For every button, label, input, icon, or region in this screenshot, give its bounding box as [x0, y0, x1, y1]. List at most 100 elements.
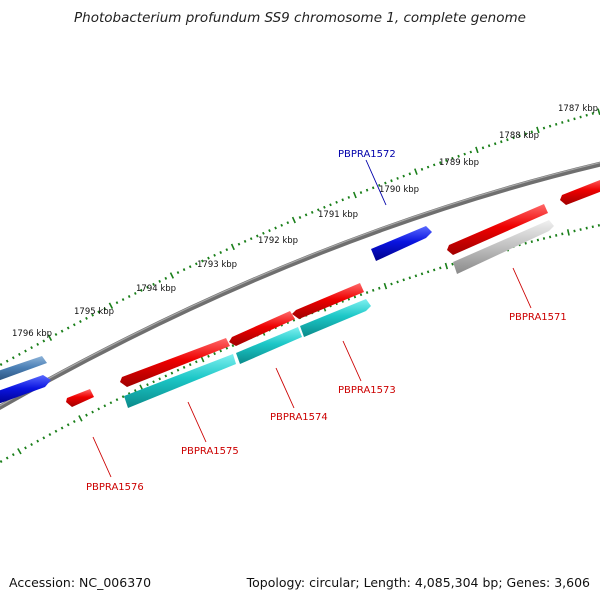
scale-labels: 1787 kbp 1788 kbp 1789 kbp 1790 kbp 1791… [12, 104, 598, 339]
gene-arrow-pbpra1574[interactable] [229, 311, 295, 346]
minor-tick [36, 439, 40, 443]
major-tick [566, 229, 570, 236]
major-tick [47, 334, 53, 341]
major-tick [108, 302, 114, 309]
minor-tick [371, 186, 375, 190]
gene-arrow[interactable] [560, 178, 600, 205]
scale-ticks-outer [0, 108, 600, 367]
map-title: Photobacterium profundum SS9 chromosome … [74, 10, 526, 26]
minor-tick [365, 291, 369, 294]
gene-label-pbpra1571[interactable]: PBPRA1571 [509, 312, 567, 323]
gene-arrow[interactable] [300, 299, 371, 337]
minor-tick [79, 320, 82, 324]
gene-label-pbpra1576[interactable]: PBPRA1576 [86, 482, 144, 493]
minor-tick [274, 226, 277, 230]
minor-tick [390, 282, 393, 286]
minor-tick [591, 112, 594, 115]
minor-tick [573, 229, 576, 233]
minor-tick [146, 383, 149, 387]
minor-tick [201, 259, 204, 263]
minor-tick [219, 251, 223, 254]
minor-tick [396, 176, 399, 180]
minor-tick [518, 134, 521, 138]
minor-tick [219, 349, 223, 353]
minor-tick [457, 154, 460, 158]
minor-tick [280, 223, 284, 227]
gene-label-pbpra1574[interactable]: PBPRA1574 [270, 412, 328, 423]
minor-tick [542, 237, 546, 240]
gene-arrow[interactable] [0, 356, 47, 382]
scale-label: 1793 kbp [197, 260, 237, 270]
scale-label: 1792 kbp [258, 236, 298, 246]
minor-tick [121, 395, 125, 399]
minor-tick [164, 276, 168, 280]
minor-tick [487, 144, 491, 148]
minor-tick [561, 232, 564, 236]
minor-tick [445, 159, 448, 162]
gene-label-pbpra1572[interactable]: PBPRA1572 [338, 149, 396, 160]
minor-tick [371, 288, 375, 292]
minor-tick [310, 210, 314, 214]
minor-tick [347, 195, 351, 199]
gene-arrow-pbpra1573[interactable] [292, 283, 364, 319]
minor-tick [103, 307, 107, 311]
minor-tick [182, 268, 186, 272]
gene-label-pbpra1575[interactable]: PBPRA1575 [181, 446, 239, 457]
minor-tick [451, 156, 454, 160]
gene-arrow-pbpra1571[interactable] [447, 204, 548, 255]
minor-tick [24, 446, 27, 450]
minor-tick [286, 221, 290, 225]
minor-tick [524, 132, 527, 136]
minor-tick [42, 436, 46, 440]
major-tick [352, 191, 357, 199]
scale-label: 1794 kbp [136, 284, 176, 294]
minor-tick [304, 213, 308, 217]
minor-tick [194, 360, 198, 364]
minor-tick [439, 161, 442, 165]
minor-tick [207, 256, 210, 260]
minor-tick [579, 228, 582, 231]
gene-arrow[interactable] [236, 327, 302, 364]
minor-tick [66, 423, 70, 427]
minor-tick [579, 115, 582, 119]
minor-tick [359, 293, 363, 297]
minor-tick [60, 426, 64, 430]
minor-tick [432, 268, 436, 272]
minor-tick [146, 285, 149, 289]
minor-tick [439, 266, 442, 270]
gene-arrow[interactable] [124, 354, 236, 408]
minor-tick [469, 150, 473, 154]
minor-tick [506, 138, 509, 142]
minor-tick [323, 205, 326, 209]
major-tick [536, 126, 540, 134]
chromosome-backbone [0, 161, 600, 411]
gene-arrow-pbpra1576[interactable] [66, 389, 94, 407]
minor-tick [140, 288, 143, 292]
gene-arrow-pbpra1575[interactable] [120, 338, 230, 387]
minor-tick [432, 163, 436, 167]
minor-tick [11, 356, 15, 360]
minor-tick [316, 208, 320, 212]
minor-tick [133, 389, 137, 393]
major-tick [78, 415, 83, 422]
minor-tick [573, 117, 576, 121]
minor-tick [213, 253, 216, 257]
major-tick [475, 146, 479, 154]
minor-tick [548, 235, 552, 239]
minor-tick [335, 200, 338, 204]
gene-arrow[interactable] [453, 220, 554, 274]
gene-arrow-pbpra1572[interactable] [371, 226, 432, 261]
minor-tick [536, 238, 540, 242]
minor-tick [170, 371, 174, 375]
minor-tick [207, 354, 210, 358]
minor-tick [548, 124, 552, 128]
minor-tick [249, 237, 253, 241]
gene-arrow[interactable] [0, 375, 51, 405]
gene-labels: PBPRA1572 PBPRA1571 PBPRA1573 PBPRA1574 … [86, 149, 567, 493]
minor-tick [567, 119, 570, 123]
minor-tick [555, 122, 558, 126]
major-tick [169, 272, 175, 279]
minor-tick [530, 130, 534, 134]
gene-label-pbpra1573[interactable]: PBPRA1573 [338, 385, 396, 396]
minor-tick [500, 140, 503, 144]
